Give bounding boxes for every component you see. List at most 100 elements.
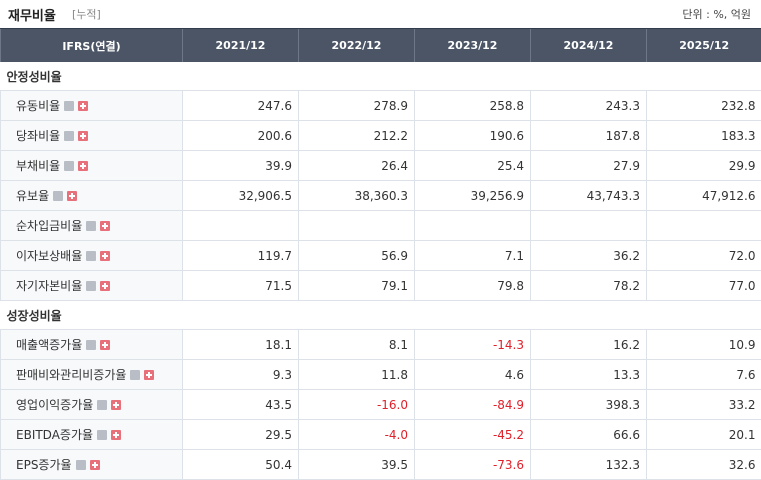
title: 재무비율 (8, 5, 56, 24)
section-title: 안정성비율 (1, 62, 761, 91)
value-cell: 79.8 (415, 271, 531, 301)
row-label: 매출액증가율 (16, 338, 82, 352)
corner-header: IFRS(연결) (1, 29, 183, 63)
expand-icon[interactable] (78, 161, 88, 171)
value-cell: -73.6 (415, 450, 531, 480)
expand-icon[interactable] (111, 430, 121, 440)
value-cell: 32.6 (647, 450, 761, 480)
help-icon[interactable] (86, 221, 96, 231)
value-cell: 20.1 (647, 420, 761, 450)
row-label: 부채비율 (16, 159, 60, 173)
value-cell (183, 211, 299, 241)
help-icon[interactable] (76, 460, 86, 470)
value-cell: 200.6 (183, 121, 299, 151)
row-label: 유동비율 (16, 99, 60, 113)
row-label: 당좌비율 (16, 129, 60, 143)
value-cell: 11.8 (299, 360, 415, 390)
value-cell: 119.7 (183, 241, 299, 271)
row-label-cell: 유보율 (1, 181, 183, 211)
column-header: 2023/12 (415, 29, 531, 63)
value-cell: -4.0 (299, 420, 415, 450)
value-cell: 32,906.5 (183, 181, 299, 211)
value-cell: 132.3 (531, 450, 647, 480)
expand-icon[interactable] (100, 221, 110, 231)
value-cell: 4.6 (415, 360, 531, 390)
value-cell: 43,743.3 (531, 181, 647, 211)
value-cell: -84.9 (415, 390, 531, 420)
help-icon[interactable] (64, 131, 74, 141)
value-cell: 18.1 (183, 330, 299, 360)
column-header: 2024/12 (531, 29, 647, 63)
row-label-cell: 당좌비율 (1, 121, 183, 151)
value-cell: 71.5 (183, 271, 299, 301)
value-cell: 25.4 (415, 151, 531, 181)
section-row: 안정성비율 (1, 62, 761, 91)
value-cell (647, 211, 761, 241)
help-icon[interactable] (64, 161, 74, 171)
value-cell: 187.8 (531, 121, 647, 151)
help-icon[interactable] (86, 251, 96, 261)
row-label: EPS증가율 (16, 458, 72, 472)
value-cell: 278.9 (299, 91, 415, 121)
expand-icon[interactable] (78, 101, 88, 111)
value-cell: 258.8 (415, 91, 531, 121)
expand-icon[interactable] (144, 370, 154, 380)
value-cell: 43.5 (183, 390, 299, 420)
expand-icon[interactable] (100, 281, 110, 291)
row-label: EBITDA증가율 (16, 428, 93, 442)
help-icon[interactable] (64, 101, 74, 111)
section-title: 성장성비율 (1, 301, 761, 330)
row-label-cell: 영업이익증가율 (1, 390, 183, 420)
value-cell: 212.2 (299, 121, 415, 151)
expand-icon[interactable] (100, 251, 110, 261)
row-label: 자기자본비율 (16, 279, 82, 293)
value-cell: 232.8 (647, 91, 761, 121)
expand-icon[interactable] (90, 460, 100, 470)
section-row: 성장성비율 (1, 301, 761, 330)
value-cell: 39.5 (299, 450, 415, 480)
row-label-cell: 자기자본비율 (1, 271, 183, 301)
help-icon[interactable] (86, 340, 96, 350)
expand-icon[interactable] (78, 131, 88, 141)
help-icon[interactable] (53, 191, 63, 201)
value-cell: 29.5 (183, 420, 299, 450)
value-cell: 9.3 (183, 360, 299, 390)
data-row: 순차입금비율 (1, 211, 761, 241)
value-cell (531, 211, 647, 241)
value-cell: 7.6 (647, 360, 761, 390)
value-cell: 26.4 (299, 151, 415, 181)
value-cell: 50.4 (183, 450, 299, 480)
row-label: 순차입금비율 (16, 219, 82, 233)
expand-icon[interactable] (67, 191, 77, 201)
value-cell: 190.6 (415, 121, 531, 151)
row-label-cell: 순차입금비율 (1, 211, 183, 241)
help-icon[interactable] (97, 400, 107, 410)
row-label: 유보율 (16, 189, 49, 203)
tag: [누적] (72, 6, 101, 22)
value-cell: 27.9 (531, 151, 647, 181)
value-cell: 36.2 (531, 241, 647, 271)
row-label-cell: EBITDA증가율 (1, 420, 183, 450)
value-cell (415, 211, 531, 241)
value-cell: 29.9 (647, 151, 761, 181)
help-icon[interactable] (130, 370, 140, 380)
help-icon[interactable] (97, 430, 107, 440)
value-cell: 33.2 (647, 390, 761, 420)
help-icon[interactable] (86, 281, 96, 291)
expand-icon[interactable] (100, 340, 110, 350)
value-cell: 8.1 (299, 330, 415, 360)
row-label: 이자보상배율 (16, 249, 82, 263)
value-cell: -16.0 (299, 390, 415, 420)
value-cell: 66.6 (531, 420, 647, 450)
row-label-cell: EPS증가율 (1, 450, 183, 480)
column-header: 2022/12 (299, 29, 415, 63)
expand-icon[interactable] (111, 400, 121, 410)
